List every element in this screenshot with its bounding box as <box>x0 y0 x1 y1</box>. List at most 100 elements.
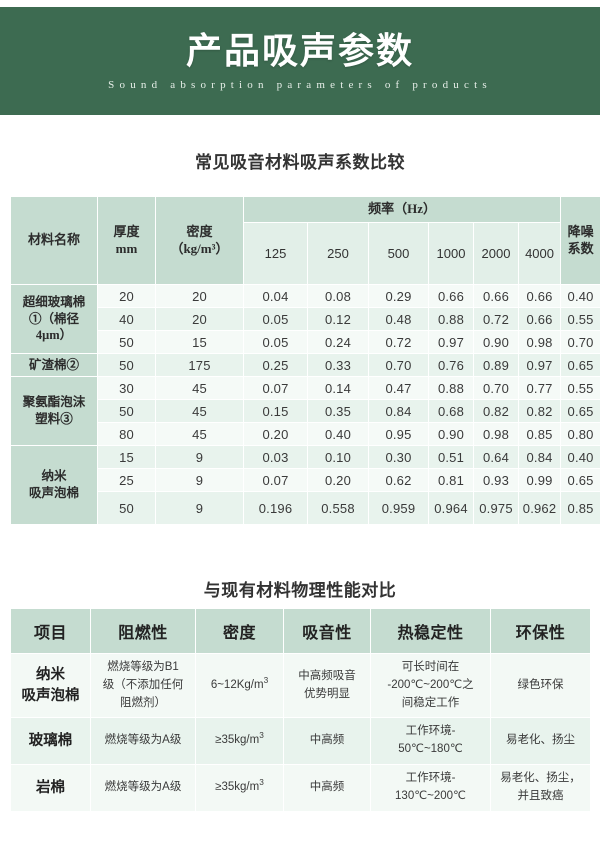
thickness-cell: 20 <box>97 284 156 308</box>
coefficient-cell-4000hz: 0.85 <box>517 422 562 446</box>
eco-friendliness-cell: 绿色环保 <box>490 652 591 719</box>
comparison-col-环保性: 环保性 <box>490 608 591 654</box>
material-name-cell-line: 纳米 <box>36 667 65 684</box>
absorption-table-body: 超细玻璃棉 ①（棉径 4μm） 20 20 0.04 0.08 0.29 0.66 0.66 0.6… <box>10 284 600 525</box>
density-cell-line: ≥35kg/m3 <box>215 778 264 793</box>
coefficient-cell-250hz: 0.40 <box>307 422 369 446</box>
density-cell: 45 <box>155 422 244 446</box>
coefficient-cell-2000hz: 0.90 <box>473 330 519 354</box>
coefficient-cell-250hz: 0.10 <box>307 445 369 469</box>
page-banner: 产品吸声参数 Sound absorption parameters of pr… <box>0 7 600 115</box>
coefficient-cell-500hz: 0.47 <box>368 376 429 400</box>
sound-absorption-cell-line: 优势明显 <box>304 687 350 700</box>
table-header-row-2: 125 250 500 1000 2000 4000 <box>11 222 600 285</box>
thermal-stability-cell-line: 可长时间在 <box>401 661 460 673</box>
thickness-cell: 50 <box>97 399 156 423</box>
density-cell-line: 6~12Kg/m3 <box>210 675 269 691</box>
coefficient-cell-250hz: 0.33 <box>307 353 369 377</box>
table-row: 聚氨酯泡沫 塑料③ 30 45 0.07 0.14 0.47 0.88 0.70 0.77 0.55 <box>10 376 600 446</box>
col-frequency-1000: 1000 <box>428 222 474 285</box>
thermal-stability-cell: 工作环境- 130℃~200℃ <box>370 764 491 812</box>
coefficient-cell-4000hz: 0.84 <box>517 445 562 469</box>
table-row: 岩棉 燃烧等级为A级 ≥35kg/m3 中高频 工作环境- 130℃~200℃ 易老化、扬尘… <box>10 764 591 812</box>
nrc-cell: 0.55 <box>560 307 600 331</box>
thickness-cell: 25 <box>97 468 156 492</box>
coefficient-cell-2000hz: 0.64 <box>473 445 519 469</box>
density-cell-line: ≥35kg/m3 <box>215 731 264 747</box>
nrc-cell: 0.85 <box>560 491 600 525</box>
flame-retardance-cell: 燃烧等级为B1 级（不添加任何 阻燃剂） <box>90 652 196 719</box>
col-density-line2: （kg/m³） <box>170 240 229 256</box>
coefficient-cell-500hz: 0.29 <box>368 284 429 308</box>
material-name-cell: 矿渣棉② <box>10 353 98 377</box>
coefficient-cell-250hz: 0.35 <box>307 399 369 423</box>
table-row: 40 20 0.05 0.12 0.48 0.88 0.72 0.66 0.55 <box>11 307 600 331</box>
comparison-header-row: 项目 阻燃性 密度 吸音性 热稳定性 环保性 <box>10 608 591 654</box>
thickness-cell: 80 <box>97 422 156 446</box>
coefficient-cell-1000hz: 0.66 <box>428 284 474 308</box>
coefficient-cell-2000hz: 0.975 <box>473 491 519 525</box>
col-thickness: 厚度 mm <box>97 196 156 285</box>
coefficient-cell-500hz: 0.30 <box>368 445 429 469</box>
material-name-cell-line: 玻璃棉 <box>28 733 73 750</box>
material-name-line: 4μm） <box>35 328 73 343</box>
coefficient-cell-125hz: 0.196 <box>243 491 308 525</box>
material-name-cell: 聚氨酯泡沫 塑料③ <box>10 376 98 446</box>
nrc-cell: 0.65 <box>560 468 600 492</box>
flame-retardance-cell-line: 级（不添加任何 <box>102 678 184 691</box>
flame-retardance-cell: 燃烧等级为A级 <box>90 764 196 812</box>
comparison-col-项目: 项目 <box>10 608 91 654</box>
coefficient-cell-1000hz: 0.81 <box>428 468 474 492</box>
col-frequency-group: 频率（Hz） <box>242 196 562 223</box>
coefficient-cell-2000hz: 0.93 <box>473 468 519 492</box>
col-frequency-125: 125 <box>243 222 308 285</box>
col-frequency-4000: 4000 <box>517 222 562 285</box>
coefficient-cell-500hz: 0.48 <box>368 307 429 331</box>
table-header-row-1: 材料名称 厚度 mm 密度 （kg/m³） 频率（Hz） 降噪 系数 <box>10 196 600 285</box>
material-name-cell-line: 岩棉 <box>36 779 65 796</box>
coefficient-cell-125hz: 0.03 <box>243 445 308 469</box>
table-row: 超细玻璃棉 ①（棉径 4μm） 20 20 0.04 0.08 0.29 0.66 0.66 0.6… <box>10 284 600 354</box>
material-name-line: 聚氨酯泡沫 <box>22 395 86 410</box>
material-name-line: 矿渣棉② <box>28 357 79 372</box>
eco-friendliness-cell-line: 易老化、扬尘 <box>506 734 575 747</box>
coefficient-cell-1000hz: 0.68 <box>428 399 474 423</box>
nrc-cell: 0.40 <box>560 445 600 469</box>
density-cell: 20 <box>155 307 244 331</box>
banner-subtitle: Sound absorption parameters of products <box>108 79 492 92</box>
material-name-line: 超细玻璃棉 <box>22 294 86 309</box>
density-cell: ≥35kg/m3 <box>195 764 284 812</box>
col-nrc-line2: 系数 <box>567 240 594 256</box>
coefficient-cell-125hz: 0.20 <box>243 422 308 446</box>
density-cell: 9 <box>155 491 244 525</box>
thickness-cell: 50 <box>97 353 156 377</box>
comparison-col-热稳定性: 热稳定性 <box>370 608 491 654</box>
density-cell: ≥35kg/m3 <box>195 717 284 766</box>
table-row: 80 45 0.20 0.40 0.95 0.90 0.98 0.85 0.80 <box>11 422 600 446</box>
thermal-stability-cell-line: 工作环境- <box>405 725 456 738</box>
col-frequency-2000: 2000 <box>473 222 519 285</box>
comparison-col-吸音性: 吸音性 <box>283 608 371 654</box>
table-row: 50 15 0.05 0.24 0.72 0.97 0.90 0.98 0.70 <box>11 330 600 354</box>
thickness-cell: 30 <box>97 376 156 400</box>
coefficient-cell-1000hz: 0.88 <box>428 376 474 400</box>
coefficient-cell-2000hz: 0.98 <box>473 422 519 446</box>
density-cell: 6~12Kg/m3 <box>195 652 284 719</box>
coefficient-cell-2000hz: 0.70 <box>473 376 519 400</box>
coefficient-cell-250hz: 0.14 <box>307 376 369 400</box>
coefficient-cell-4000hz: 0.99 <box>517 468 562 492</box>
coefficient-cell-250hz: 0.08 <box>307 284 369 308</box>
sound-absorption-cell-line: 中高频吸音 <box>298 669 356 682</box>
density-cell: 45 <box>155 399 244 423</box>
col-frequency-250: 250 <box>307 222 369 285</box>
table-row: 50 9 0.196 0.558 0.959 0.964 0.975 0.962 0.85 <box>11 491 600 525</box>
coefficient-cell-125hz: 0.07 <box>243 468 308 492</box>
flame-retardance-cell-line: 燃烧等级为A级 <box>104 780 182 793</box>
coefficient-cell-4000hz: 0.66 <box>517 307 562 331</box>
eco-friendliness-cell-line: 并且致癌 <box>517 789 564 802</box>
col-density: 密度 （kg/m³） <box>155 196 244 285</box>
eco-friendliness-cell: 易老化、扬尘 <box>490 717 591 766</box>
thermal-stability-cell-line: -200℃~200℃之 <box>387 678 474 691</box>
col-nrc: 降噪 系数 <box>560 196 600 285</box>
